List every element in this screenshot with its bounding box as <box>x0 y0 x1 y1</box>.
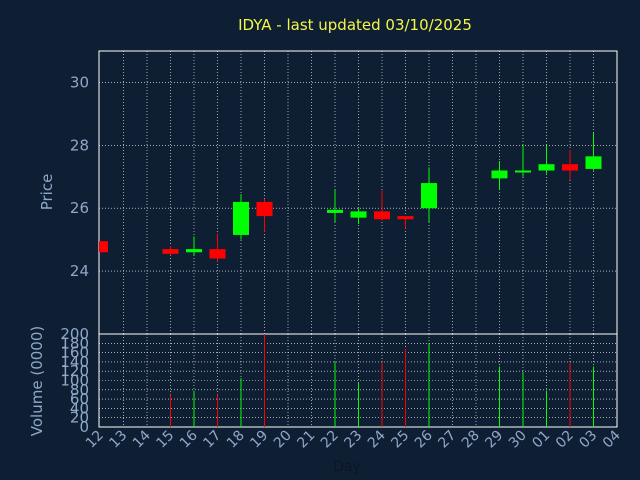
volume-tick-label: 0 <box>79 418 89 436</box>
candle-body <box>515 170 531 173</box>
candle-body <box>99 241 108 253</box>
candle-body <box>209 249 226 259</box>
x-tick-label: 13 <box>106 428 130 452</box>
candles <box>99 132 602 262</box>
chart-title: IDYA - last updated 03/10/2025 <box>238 16 472 34</box>
candle-body <box>397 216 414 220</box>
volume-axis-label: Volume (0000) <box>28 326 46 436</box>
x-tick-label: 02 <box>553 428 577 452</box>
x-tick-label: 26 <box>412 427 436 451</box>
x-axis-label: Day <box>333 459 361 475</box>
price-tick-label: 26 <box>70 199 89 217</box>
x-tick-label: 24 <box>365 427 389 451</box>
candle-body <box>233 201 249 235</box>
candle-body <box>256 201 273 217</box>
candle-body <box>538 164 555 171</box>
x-tick-label: 28 <box>459 428 483 452</box>
candle-body <box>350 211 367 218</box>
price-panel-frame <box>98 50 618 335</box>
x-tick-label: 19 <box>247 428 271 452</box>
volume-tick-label: 200 <box>60 325 89 343</box>
candle-body <box>162 249 179 254</box>
x-tick-label: 17 <box>200 428 224 452</box>
volume-tick-label: 60 <box>70 390 89 408</box>
volume-tick-label: 100 <box>60 372 89 390</box>
x-tick-label: 01 <box>529 428 553 452</box>
candle-body <box>491 170 508 179</box>
volume-tick-label: 180 <box>60 334 89 352</box>
volume-bars <box>170 334 594 427</box>
volume-tick-label: 80 <box>70 381 89 399</box>
x-tick-label: 25 <box>388 428 412 452</box>
candle-body <box>585 156 602 169</box>
x-tick-label: 27 <box>435 428 459 452</box>
x-tick-label: 14 <box>130 427 154 451</box>
x-tick-label: 16 <box>177 427 201 451</box>
x-tick-label: 15 <box>153 428 177 452</box>
x-tick-label: 22 <box>318 428 342 452</box>
volume-tick-label: 40 <box>70 399 89 417</box>
candle-body <box>421 183 437 209</box>
x-tick-label: 21 <box>294 428 318 452</box>
price-tick-label: 28 <box>70 136 89 154</box>
price-grid <box>99 51 617 334</box>
candle-body <box>186 249 202 253</box>
x-tick-label: 18 <box>224 428 248 452</box>
x-tick-label: 30 <box>506 428 530 452</box>
volume-tick-label: 20 <box>70 409 89 427</box>
candle-body <box>327 209 343 213</box>
volume-tick-label: 160 <box>60 344 89 362</box>
candle-body <box>562 164 578 171</box>
price-tick-label: 30 <box>70 73 89 91</box>
x-tick-label: 23 <box>341 428 365 452</box>
volume-tick-label: 140 <box>60 353 89 371</box>
volume-tick-label: 120 <box>60 362 89 380</box>
x-tick-label: 03 <box>576 428 600 452</box>
price-panel: 24 26 28 30 Price <box>38 50 618 335</box>
x-tick-label: 20 <box>271 428 295 452</box>
price-axis-label: Price <box>38 174 56 211</box>
candle-body <box>374 211 390 220</box>
price-y-ticks: 24 26 28 30 <box>70 73 89 280</box>
x-tick-label: 04 <box>600 427 624 451</box>
x-ticks: 12 13 14 15 16 17 18 19 20 21 22 23 24 25 26 27 28 29 30 01… <box>83 427 624 451</box>
price-tick-label: 24 <box>70 262 89 280</box>
x-tick-label: 29 <box>482 428 506 452</box>
